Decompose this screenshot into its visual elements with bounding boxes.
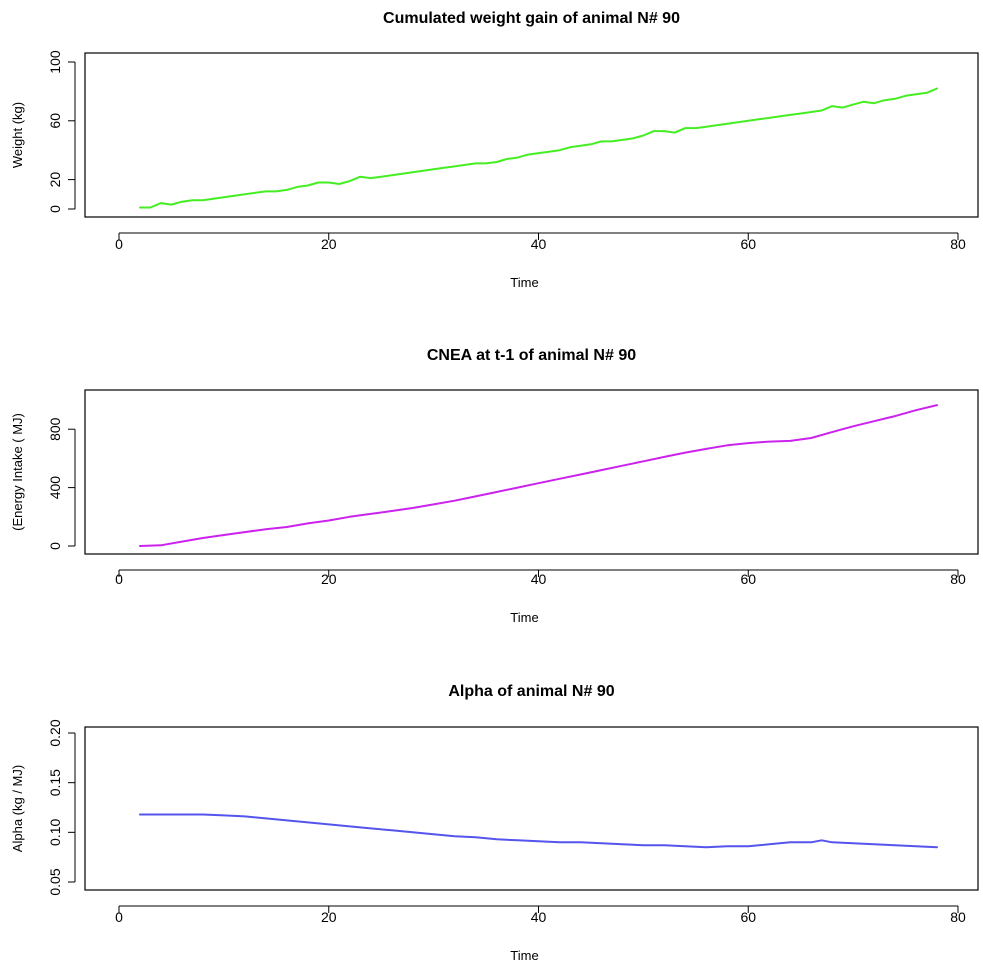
chart-panel-1: Cumulated weight gain of animal N# 90 0 20… <box>10 10 979 290</box>
chart-title: Cumulated weight gain of animal N# 90 <box>383 10 680 27</box>
x-tick-label: 20 <box>321 909 337 925</box>
y-tick-label: 0.05 <box>47 868 63 895</box>
x-axis-label: Time <box>510 610 538 625</box>
y-tick-label: 400 <box>47 476 63 500</box>
x-tick-label: 20 <box>321 236 337 252</box>
x-tick-label: 60 <box>740 236 756 252</box>
y-tick-label: 0.10 <box>47 818 63 845</box>
series-line-1 <box>139 813 938 849</box>
x-tick-label: 80 <box>950 236 966 252</box>
plot-frame <box>84 389 979 555</box>
y-tick-label: 0 <box>47 205 63 213</box>
chart-title: Alpha of animal N# 90 <box>448 683 614 700</box>
series-line-1 <box>139 87 938 209</box>
x-tick-label: 80 <box>950 909 966 925</box>
y-tick-label: 60 <box>47 113 63 129</box>
chart-panel-3: Alpha of animal N# 90 0 20 40 60 80 Time 0.05 0.… <box>10 683 979 963</box>
y-axis-label: Weight (kg) <box>10 102 25 168</box>
plot-frame <box>84 726 979 891</box>
x-tick-label: 40 <box>531 571 547 587</box>
x-tick-label: 40 <box>531 236 547 252</box>
y-tick-label: 20 <box>47 172 63 188</box>
x-tick-label: 0 <box>115 909 123 925</box>
x-tick-label: 0 <box>115 236 123 252</box>
y-tick-label: 0 <box>47 542 63 550</box>
x-tick-label: 0 <box>115 571 123 587</box>
y-axis-label: (Energy Intake ( MJ) <box>10 413 25 531</box>
y-axis-label: Alpha (kg / MJ) <box>10 765 25 852</box>
y-tick-label: 0.20 <box>47 719 63 746</box>
x-tick-label: 40 <box>531 909 547 925</box>
x-tick-label: 60 <box>740 571 756 587</box>
x-tick-label: 60 <box>740 909 756 925</box>
y-tick-label: 100 <box>47 50 63 74</box>
chart-panel-2: CNEA at t-1 of animal N# 90 0 20 40 60 80 Time… <box>10 347 979 625</box>
x-tick-label: 80 <box>950 571 966 587</box>
plot-frame <box>84 52 979 218</box>
y-tick-label: 0.15 <box>47 769 63 796</box>
x-tick-label: 20 <box>321 571 337 587</box>
chart-title: CNEA at t-1 of animal N# 90 <box>427 347 636 364</box>
x-axis-label: Time <box>510 948 538 963</box>
x-axis-label: Time <box>510 275 538 290</box>
y-tick-label: 800 <box>47 417 63 441</box>
series-line-1 <box>139 404 938 547</box>
